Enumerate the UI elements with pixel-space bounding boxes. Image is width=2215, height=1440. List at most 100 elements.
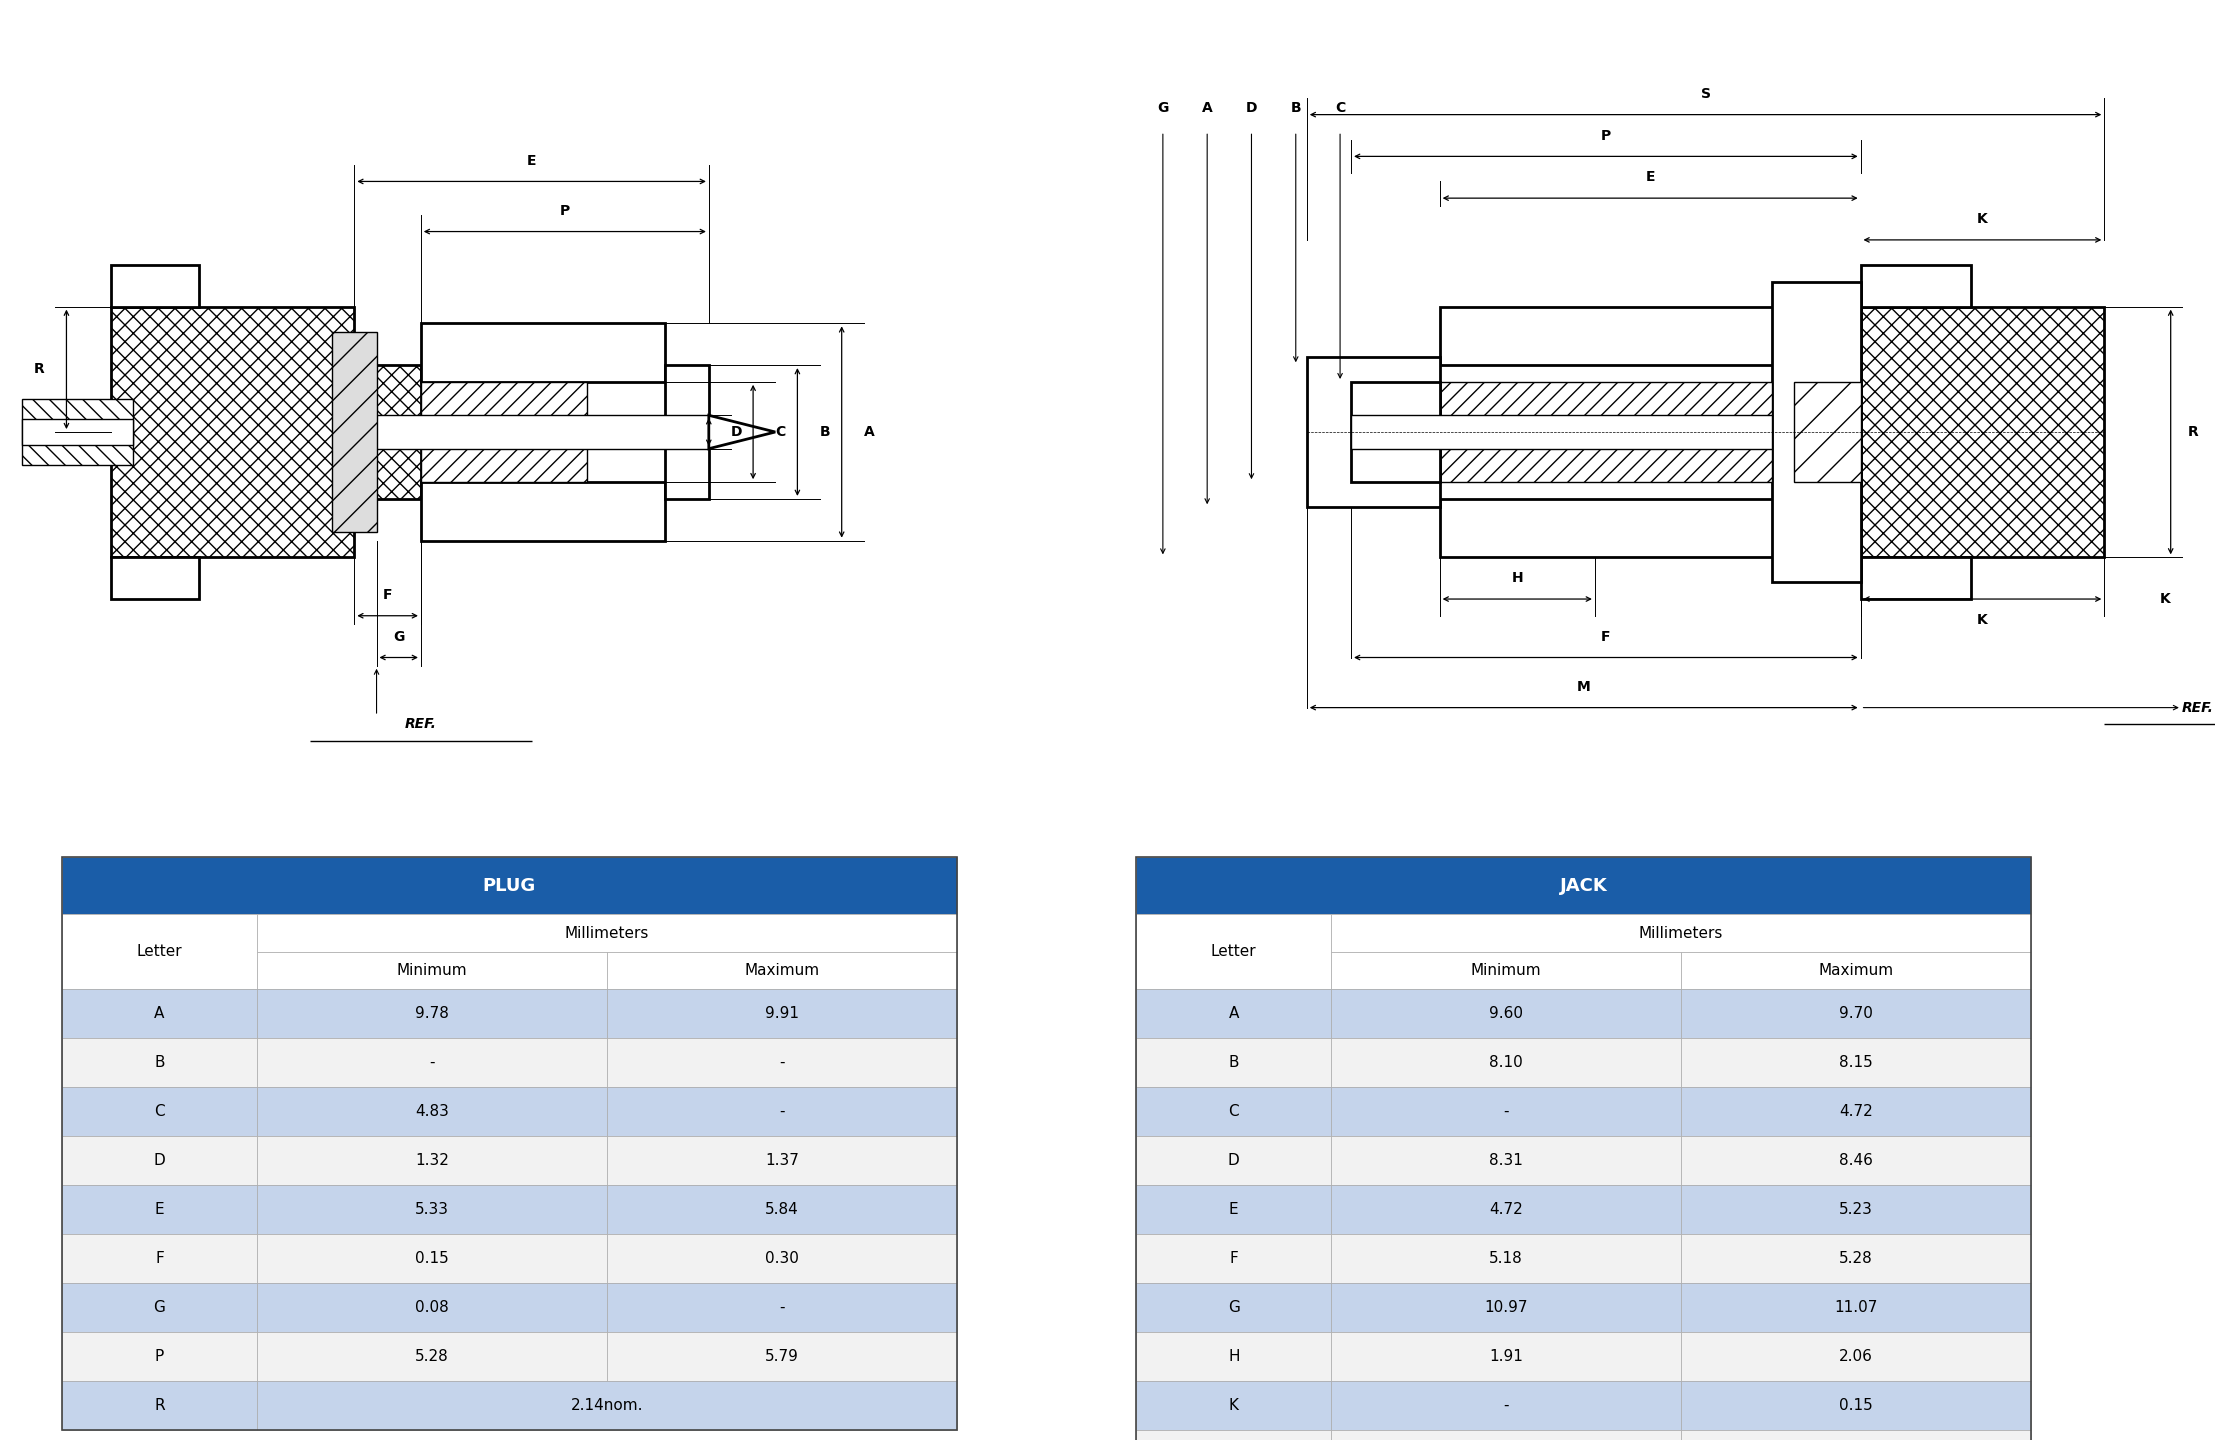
- Bar: [62, 857, 957, 1430]
- Bar: [1440, 432, 1772, 482]
- Bar: [1681, 1185, 2031, 1234]
- Bar: [62, 857, 957, 914]
- Bar: [62, 1332, 257, 1381]
- Text: D: D: [731, 425, 742, 439]
- Bar: [332, 331, 377, 533]
- Bar: [1307, 357, 1440, 507]
- Bar: [1681, 1038, 2031, 1087]
- Text: E: E: [1646, 170, 1655, 184]
- Text: K: K: [1978, 212, 1987, 226]
- Text: 0.15: 0.15: [414, 1251, 450, 1266]
- Bar: [62, 1283, 257, 1332]
- Bar: [1861, 307, 2104, 557]
- Text: PLUG: PLUG: [483, 877, 536, 894]
- Bar: [1136, 857, 2031, 914]
- Bar: [1681, 1332, 2031, 1381]
- Bar: [1136, 914, 1331, 989]
- Text: M: M: [1577, 680, 1590, 694]
- Text: 4.83: 4.83: [414, 1104, 450, 1119]
- Text: -: -: [430, 1056, 434, 1070]
- Text: C: C: [775, 425, 786, 439]
- Bar: [62, 1234, 257, 1283]
- Bar: [62, 989, 257, 1038]
- Text: F: F: [155, 1251, 164, 1266]
- Text: Millimeters: Millimeters: [1639, 926, 1723, 940]
- Bar: [1331, 1038, 1681, 1087]
- Bar: [257, 989, 607, 1038]
- Bar: [1331, 1136, 1681, 1185]
- Text: K: K: [1229, 1398, 1238, 1413]
- Text: A: A: [155, 1007, 164, 1021]
- Bar: [1681, 1136, 2031, 1185]
- Text: Millimeters: Millimeters: [565, 926, 649, 940]
- Text: 9.78: 9.78: [414, 1007, 450, 1021]
- Bar: [421, 382, 587, 423]
- Bar: [257, 1038, 607, 1087]
- Text: H: H: [1227, 1349, 1240, 1364]
- Bar: [1136, 1234, 1331, 1283]
- Text: 9.60: 9.60: [1488, 1007, 1524, 1021]
- Text: B: B: [820, 425, 831, 439]
- Bar: [1681, 1381, 2031, 1430]
- Bar: [1331, 914, 2031, 952]
- Bar: [607, 1234, 957, 1283]
- Bar: [1136, 1087, 1331, 1136]
- Text: S: S: [1701, 86, 1710, 101]
- Text: A: A: [1203, 101, 1212, 115]
- Text: Maximum: Maximum: [744, 963, 820, 978]
- Bar: [1331, 1185, 1681, 1234]
- Bar: [607, 952, 957, 989]
- Bar: [1772, 282, 1861, 582]
- Text: G: G: [1156, 101, 1170, 115]
- Text: REF.: REF.: [2182, 701, 2213, 714]
- Bar: [1136, 1038, 1331, 1087]
- Polygon shape: [709, 415, 775, 449]
- Bar: [257, 1332, 607, 1381]
- Text: REF.: REF.: [405, 717, 436, 732]
- Bar: [354, 415, 709, 449]
- Bar: [1440, 382, 1772, 432]
- Text: G: G: [1227, 1300, 1240, 1315]
- Bar: [1331, 1234, 1681, 1283]
- Text: JACK: JACK: [1559, 877, 1608, 894]
- Bar: [607, 989, 957, 1038]
- Bar: [257, 1234, 607, 1283]
- Text: P: P: [155, 1349, 164, 1364]
- Text: 0.30: 0.30: [764, 1251, 800, 1266]
- Text: 8.10: 8.10: [1488, 1056, 1524, 1070]
- Text: 9.91: 9.91: [764, 1007, 800, 1021]
- Bar: [257, 1185, 607, 1234]
- Text: 8.15: 8.15: [1838, 1056, 1874, 1070]
- Bar: [1136, 1430, 1331, 1440]
- Text: F: F: [383, 588, 392, 602]
- Text: 1.91: 1.91: [1488, 1349, 1524, 1364]
- Bar: [1136, 1381, 1331, 1430]
- Bar: [62, 1038, 257, 1087]
- Text: P: P: [1601, 128, 1610, 143]
- Text: B: B: [1229, 1056, 1238, 1070]
- Bar: [1794, 382, 1861, 482]
- Bar: [1861, 265, 1971, 307]
- Text: 4.72: 4.72: [1838, 1104, 1874, 1119]
- Text: K: K: [2160, 592, 2171, 606]
- Bar: [1331, 1332, 1681, 1381]
- Bar: [607, 1185, 957, 1234]
- Bar: [607, 1283, 957, 1332]
- Bar: [607, 1038, 957, 1087]
- Bar: [1136, 1283, 1331, 1332]
- Text: 2.06: 2.06: [1838, 1349, 1874, 1364]
- Bar: [1440, 307, 1861, 366]
- Text: F: F: [1601, 629, 1610, 644]
- Text: 1.37: 1.37: [764, 1153, 800, 1168]
- Bar: [62, 1087, 257, 1136]
- Text: G: G: [392, 629, 405, 644]
- Text: D: D: [153, 1153, 166, 1168]
- Bar: [257, 952, 607, 989]
- Bar: [607, 1332, 957, 1381]
- Bar: [1440, 498, 1861, 557]
- Text: E: E: [527, 154, 536, 167]
- Bar: [1351, 415, 1772, 449]
- Text: 5.79: 5.79: [764, 1349, 800, 1364]
- Text: F: F: [1229, 1251, 1238, 1266]
- Text: H: H: [1511, 572, 1524, 585]
